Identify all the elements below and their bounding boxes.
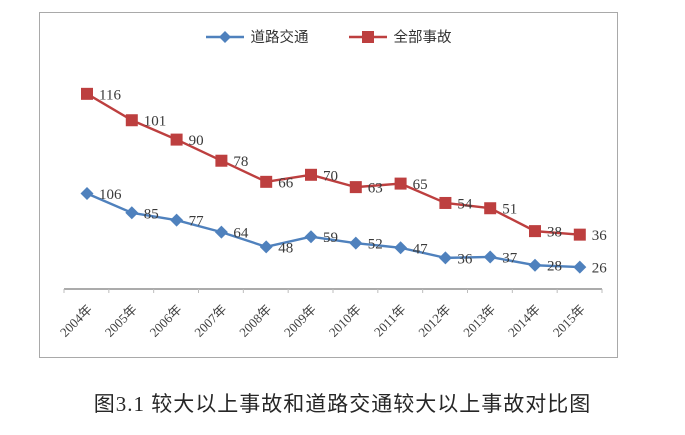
data-label: 85	[144, 206, 159, 222]
x-tick-label: 2011年	[371, 302, 409, 340]
series-line-0	[86, 192, 580, 269]
legend-item-road-traffic: 道路交通	[205, 26, 309, 47]
legend-square-marker-icon	[348, 30, 387, 43]
data-label: 77	[189, 214, 205, 230]
figure-caption: 图3.1 较大以上事故和道路交通较大以上事故对比图	[93, 392, 592, 416]
legend-label-road-traffic: 道路交通	[250, 30, 309, 46]
legend-diamond-marker-icon	[205, 30, 244, 43]
data-label: 66	[278, 175, 294, 191]
data-point-marker	[214, 225, 228, 239]
data-point-marker	[529, 225, 541, 238]
data-point-marker	[439, 196, 452, 209]
x-tick-label: 2005年	[102, 302, 140, 340]
data-point-marker	[305, 168, 317, 181]
data-label: 37	[502, 250, 518, 266]
data-point-marker	[394, 241, 408, 255]
data-label: 65	[413, 177, 428, 193]
legend-label-all-accidents: 全部事故	[393, 30, 452, 46]
data-point-marker	[573, 228, 586, 241]
data-point-marker	[81, 87, 93, 100]
x-tick-label: 2009年	[281, 302, 319, 340]
data-label: 116	[99, 87, 121, 103]
data-label: 106	[99, 187, 122, 203]
data-label: 47	[413, 241, 429, 257]
data-label: 64	[233, 226, 249, 242]
data-label: 36	[457, 251, 473, 267]
plot-area: 2004年 2005年 2006年 2007年 2008年 2009年 2010年 2011年…	[57, 87, 608, 340]
data-label: 63	[368, 181, 383, 197]
data-point-marker	[438, 251, 452, 265]
data-point-marker	[260, 175, 273, 188]
x-tick-label: 2008年	[236, 302, 274, 340]
x-tick-label: 2015年	[550, 302, 588, 340]
data-label: 59	[323, 230, 338, 246]
data-point-marker	[349, 181, 362, 194]
x-tick-label: 2012年	[415, 302, 453, 340]
x-tick-label: 2006年	[147, 302, 185, 340]
data-point-marker	[170, 213, 184, 227]
x-tick-label: 2013年	[460, 302, 498, 340]
data-label: 26	[592, 261, 608, 277]
data-point-marker	[125, 206, 139, 220]
data-label: 28	[547, 259, 562, 275]
x-tick-label: 2004年	[57, 302, 95, 340]
data-point-marker	[304, 230, 318, 244]
x-tick-label: 2014年	[505, 302, 543, 340]
legend-item-all-accidents: 全部事故	[348, 26, 452, 47]
chart-legend: 道路交通 全部事故	[40, 26, 617, 47]
data-label: 52	[368, 237, 383, 253]
data-point-marker	[215, 154, 228, 167]
data-point-marker	[573, 260, 587, 274]
data-point-marker	[394, 177, 407, 190]
data-point-marker	[349, 236, 363, 250]
data-point-marker	[259, 240, 273, 254]
data-label: 36	[592, 228, 608, 244]
data-label: 54	[457, 196, 473, 212]
series-line-1	[86, 92, 580, 236]
x-tick-label: 2007年	[191, 302, 229, 340]
chart-frame: 道路交通 全部事故 2004年 2005年 2006年 2007年 2008年 2009年…	[39, 12, 618, 358]
data-point-marker	[125, 114, 138, 127]
data-label: 48	[278, 240, 293, 256]
data-label: 70	[323, 168, 338, 184]
data-point-marker	[483, 250, 497, 264]
data-label: 78	[233, 154, 248, 170]
data-point-marker	[484, 202, 497, 215]
data-label: 38	[547, 225, 562, 241]
data-label: 101	[144, 114, 167, 130]
data-point-marker	[528, 258, 542, 272]
data-label: 51	[502, 202, 517, 218]
x-tick-label: 2010年	[326, 302, 364, 340]
data-label: 90	[189, 133, 204, 149]
data-point-marker	[170, 133, 183, 146]
data-point-marker	[80, 186, 94, 200]
